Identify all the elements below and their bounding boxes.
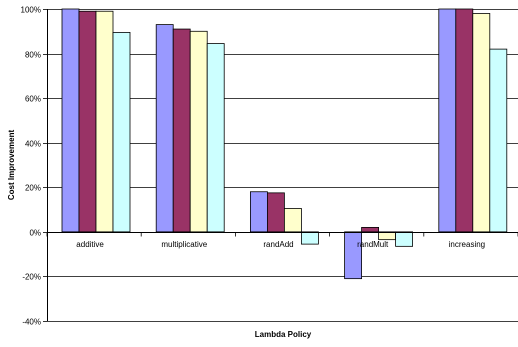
category-label: multiplicative xyxy=(161,240,207,249)
bar-increasing-s4 xyxy=(489,48,508,233)
y-tick-label: -40% xyxy=(22,318,41,327)
bar-randMult-s3 xyxy=(378,231,397,241)
y-tick-label: 60% xyxy=(25,95,41,104)
category-label: additive xyxy=(76,240,104,249)
y-tick-label: -20% xyxy=(22,273,41,282)
bar-multiplicative-s4 xyxy=(206,43,225,233)
category-label: randMult xyxy=(357,240,389,249)
bar-multiplicative-s1 xyxy=(155,24,174,233)
bar-randAdd-s3 xyxy=(283,208,302,233)
bar-randMult-s1 xyxy=(344,231,363,280)
y-tick-label: 20% xyxy=(25,184,41,193)
bar-randAdd-s1 xyxy=(249,191,268,233)
category-label: randAdd xyxy=(263,240,293,249)
axes xyxy=(43,9,518,322)
y-axis-title: Cost Improvement xyxy=(7,130,16,201)
y-tick-label: 100% xyxy=(21,6,41,15)
bar-randMult-s2 xyxy=(361,226,380,233)
bar-additive-s3 xyxy=(95,10,114,233)
bar-increasing-s3 xyxy=(472,13,491,233)
bar-randAdd-s4 xyxy=(300,231,319,245)
x-axis-title: Lambda Policy xyxy=(255,330,312,339)
bar-randMult-s4 xyxy=(395,231,414,247)
bars xyxy=(61,8,508,280)
bar-randAdd-s2 xyxy=(266,192,285,233)
category-label: increasing xyxy=(449,240,485,249)
y-tick-label: 40% xyxy=(25,140,41,149)
y-tick-label: 0% xyxy=(29,229,41,238)
bar-additive-s4 xyxy=(112,32,131,233)
y-tick-label: 80% xyxy=(25,51,41,60)
bar-increasing-s2 xyxy=(455,8,474,233)
bar-multiplicative-s3 xyxy=(189,30,208,233)
bar-increasing-s1 xyxy=(438,8,457,233)
bar-additive-s2 xyxy=(78,10,97,233)
bar-multiplicative-s2 xyxy=(172,28,191,233)
bar-additive-s1 xyxy=(61,8,80,233)
labels: -40% -20% 0% 20% 40% 60% 80% 100% additive multip… xyxy=(21,6,486,327)
